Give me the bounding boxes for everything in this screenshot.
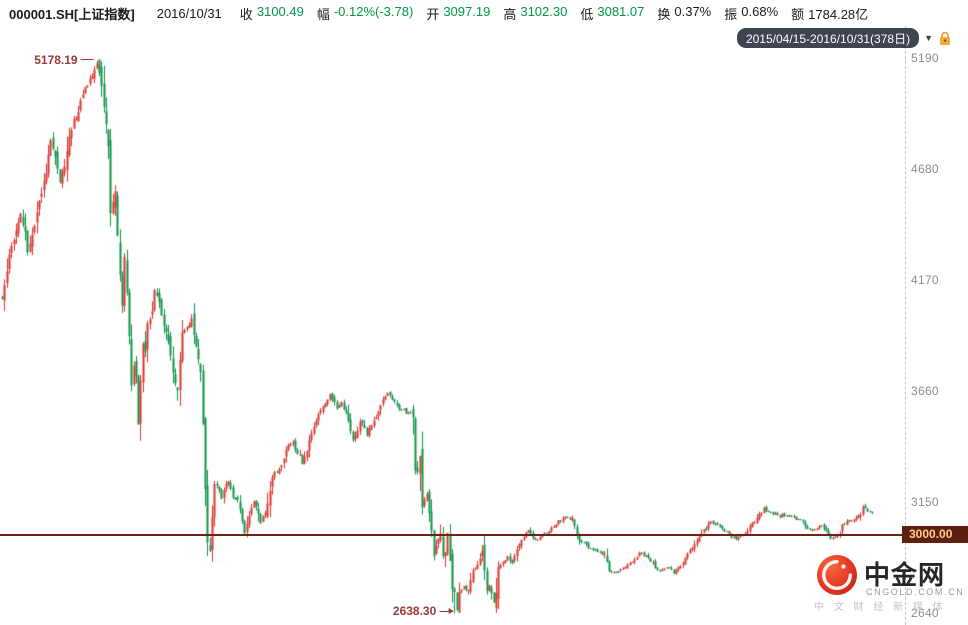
range-selector: 2015/04/15-2016/10/31(378日) ▼ <box>736 28 952 48</box>
quote-field-开: 开 3097.19 <box>426 3 491 22</box>
y-tick-label: 5190 <box>911 50 939 65</box>
quote-field-幅: 幅 -0.12%(-3.78) <box>316 3 414 22</box>
y-tick-label: 2640 <box>911 606 939 621</box>
quote-date: 2016/10/31 <box>156 5 222 21</box>
logo-domain: CNGOLD.COM.CN <box>866 587 965 597</box>
quote-field-低: 低 3081.07 <box>580 3 645 22</box>
quote-field-收: 收 3100.49 <box>239 3 304 22</box>
cngold-phoenix-icon <box>817 555 857 595</box>
y-tick-label: 3150 <box>911 495 939 510</box>
y-tick-label: 3660 <box>911 384 939 399</box>
quote-field-额: 额 1784.28亿 <box>791 6 869 22</box>
logo-name: 中金网 <box>864 560 946 590</box>
quote-field-振: 振 0.68% <box>724 3 779 22</box>
dropdown-caret-icon[interactable]: ▼ <box>924 33 933 43</box>
level-line-label: 3000.00 <box>902 525 968 543</box>
quote-field-换: 换 0.37% <box>657 3 712 22</box>
symbol-name: 000001.SH[上证指数] <box>9 6 135 22</box>
logo-tagline: 中 文 财 经 新 媒 体 <box>814 602 947 613</box>
high-annotation-value: 5178.19 <box>34 52 78 67</box>
level-line-3000 <box>0 533 968 536</box>
quote-field-高: 高 3102.30 <box>503 3 568 22</box>
low-annotation: 2638.30 <box>392 604 454 619</box>
axis-divider-line <box>905 26 906 625</box>
annotation-arrow <box>439 608 454 615</box>
quote-fields: 收 3100.49 幅 -0.12%(-3.78) 开 3097.19 高 3102.30 低 3… <box>240 4 881 23</box>
high-annotation: 5178.19 <box>34 52 94 67</box>
quote-header: 000001.SH[上证指数] 2016/10/31 收 3100.49 幅 -0.1… <box>0 0 968 26</box>
y-tick-label: 4680 <box>911 162 939 176</box>
candles-canvas[interactable] <box>0 26 968 625</box>
lock-icon[interactable] <box>938 31 952 46</box>
date-range-badge[interactable]: 2015/04/15-2016/10/31(378日) <box>736 28 920 48</box>
cngold-logo: 中金网 CNGOLD.COM.CN 中 文 财 经 新 媒 体 <box>810 554 968 618</box>
low-annotation-value: 2638.30 <box>392 604 437 619</box>
candlestick-chart: 5190 4680 4170 3660 3150 2640 3000.00 5178.19… <box>0 26 968 625</box>
y-tick-label: 4170 <box>911 273 939 287</box>
annotation-line <box>80 59 94 61</box>
